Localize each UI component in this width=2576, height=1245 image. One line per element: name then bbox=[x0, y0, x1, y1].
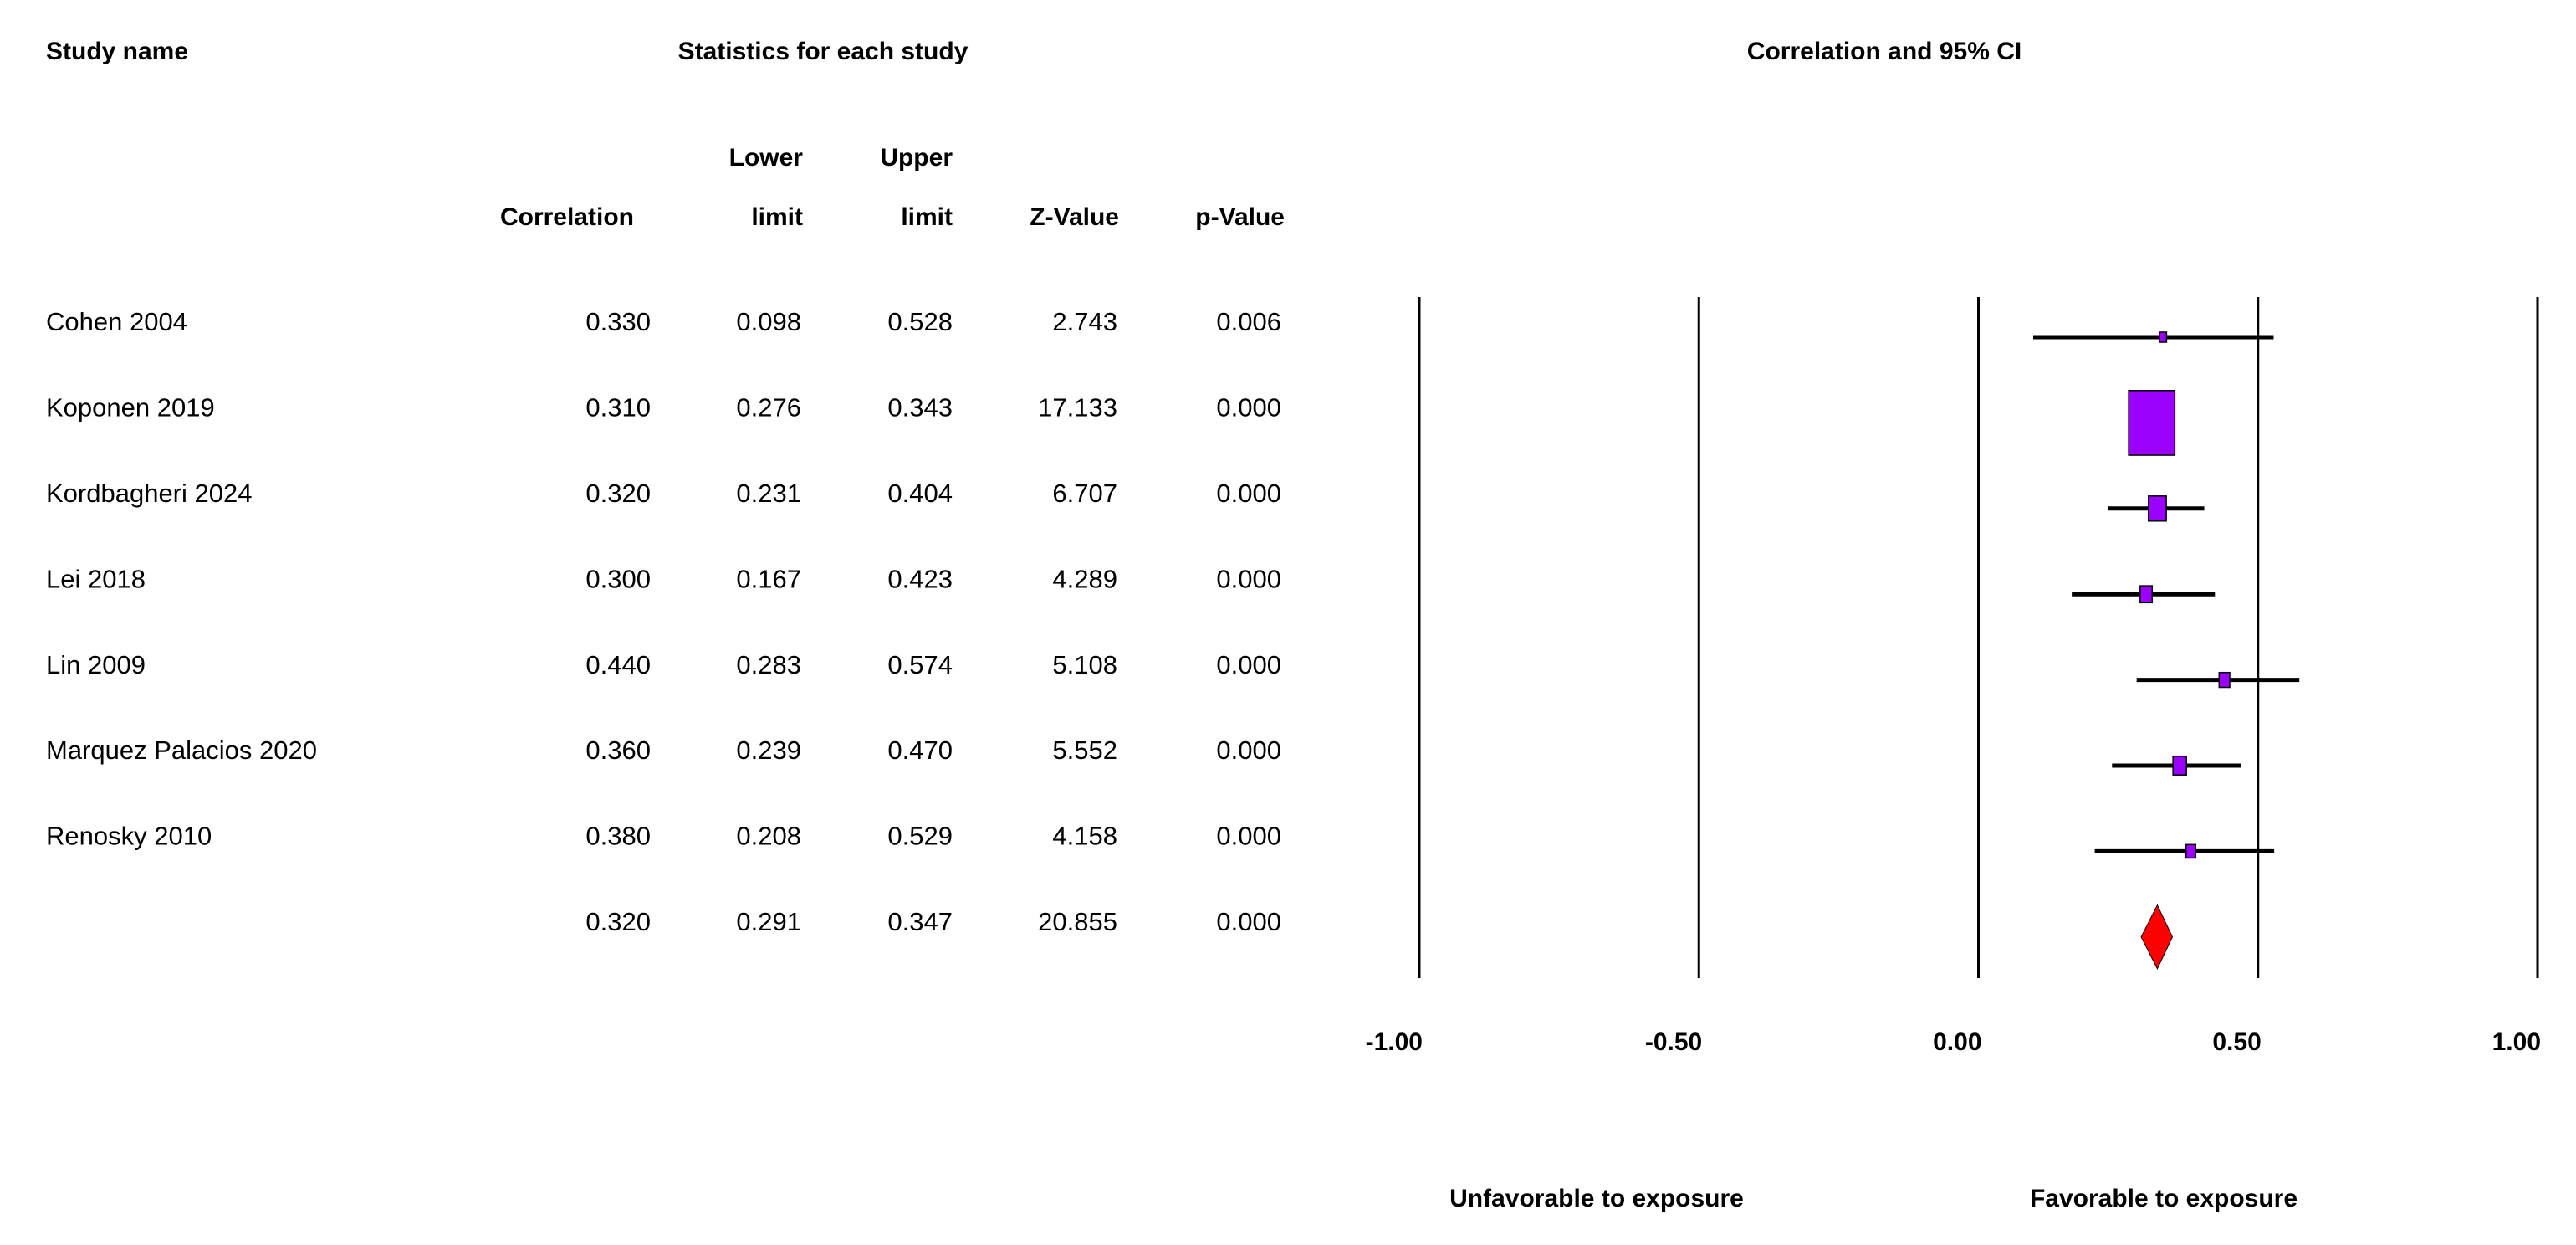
x-tick-label: 1.00 bbox=[2492, 1028, 2541, 1056]
table-cell: 0.423 bbox=[887, 564, 953, 593]
study-name: Marquez Palacios 2020 bbox=[46, 735, 317, 765]
column-title: Statistics for each study bbox=[678, 38, 969, 65]
table-cell: 0.380 bbox=[585, 822, 651, 851]
table-cell: 0.231 bbox=[736, 479, 801, 508]
study-name: Koponen 2019 bbox=[46, 393, 215, 423]
column-header: p-Value bbox=[1195, 203, 1285, 231]
x-tick-label: 0.50 bbox=[2212, 1028, 2261, 1056]
study-name: Kordbagheri 2024 bbox=[46, 479, 252, 508]
table-cell: 0.000 bbox=[1216, 735, 1281, 765]
table-cell: 0.291 bbox=[736, 907, 801, 936]
table-cell: 0.528 bbox=[887, 307, 953, 336]
column-title: Study name bbox=[46, 38, 188, 65]
column-header: Z-Value bbox=[1030, 203, 1119, 231]
table-cell: 0.000 bbox=[1216, 650, 1281, 679]
table-cell: 0.000 bbox=[1216, 822, 1281, 851]
table-cell: 0.343 bbox=[887, 393, 953, 423]
study-name: Lei 2018 bbox=[46, 564, 146, 593]
table-cell: 6.707 bbox=[1052, 479, 1117, 508]
column-header: limit bbox=[901, 203, 953, 231]
column-header: limit bbox=[751, 203, 803, 231]
table-cell: 0.006 bbox=[1216, 307, 1281, 336]
table-cell: 0.300 bbox=[585, 564, 651, 593]
column-header: Upper bbox=[880, 144, 953, 172]
effect-box bbox=[2185, 843, 2197, 859]
table-cell: 4.158 bbox=[1052, 822, 1117, 851]
table-cell: 0.283 bbox=[736, 650, 801, 679]
table-cell: 0.276 bbox=[736, 393, 801, 423]
x-tick-label: -0.50 bbox=[1645, 1028, 1702, 1056]
table-cell: 20.855 bbox=[1038, 907, 1117, 936]
table-cell: 0.000 bbox=[1216, 564, 1281, 593]
table-cell: 0.360 bbox=[585, 735, 651, 765]
table-cell: 5.108 bbox=[1052, 650, 1117, 679]
effect-box bbox=[2147, 495, 2167, 522]
table-cell: 0.208 bbox=[736, 822, 801, 851]
column-title: Correlation and 95% CI bbox=[1747, 38, 2021, 65]
effect-box bbox=[2159, 331, 2168, 343]
table-cell: 0.470 bbox=[887, 735, 953, 765]
table-cell: 0.574 bbox=[887, 650, 953, 679]
table-cell: 0.404 bbox=[887, 479, 953, 508]
table-cell: 4.289 bbox=[1052, 564, 1117, 593]
table-cell: 0.440 bbox=[585, 650, 651, 679]
axis-annotation: Favorable to exposure bbox=[2030, 1185, 2297, 1212]
table-cell: 0.000 bbox=[1216, 393, 1281, 423]
table-cell: 0.000 bbox=[1216, 907, 1281, 936]
table-cell: 0.098 bbox=[736, 307, 801, 336]
table-cell: 17.133 bbox=[1038, 393, 1117, 423]
axis-annotation: Unfavorable to exposure bbox=[1449, 1185, 1744, 1212]
table-cell: 2.743 bbox=[1052, 307, 1117, 336]
study-name: Renosky 2010 bbox=[46, 822, 212, 851]
table-cell: 0.000 bbox=[1216, 479, 1281, 508]
table-cell: 5.552 bbox=[1052, 735, 1117, 765]
x-tick-label: 0.00 bbox=[1933, 1028, 1981, 1056]
effect-box bbox=[2218, 671, 2231, 689]
x-tick-label: -1.00 bbox=[1366, 1028, 1423, 1056]
table-cell: 0.320 bbox=[585, 907, 651, 936]
table-cell: 0.310 bbox=[585, 393, 651, 423]
table-cell: 0.167 bbox=[736, 564, 801, 593]
table-cell: 0.529 bbox=[887, 822, 953, 851]
table-cell: 0.347 bbox=[887, 907, 953, 936]
effect-box bbox=[2139, 585, 2154, 604]
table-cell: 0.330 bbox=[585, 307, 651, 336]
table-cell: 0.320 bbox=[585, 479, 651, 508]
table-cell: 0.239 bbox=[736, 735, 801, 765]
effect-box bbox=[2172, 756, 2187, 776]
effect-box bbox=[2128, 389, 2176, 456]
column-header: Lower bbox=[729, 144, 804, 172]
study-name: Lin 2009 bbox=[46, 650, 146, 679]
summary-diamond bbox=[2140, 904, 2174, 970]
column-header: Correlation bbox=[500, 203, 634, 231]
study-name: Cohen 2004 bbox=[46, 307, 187, 336]
